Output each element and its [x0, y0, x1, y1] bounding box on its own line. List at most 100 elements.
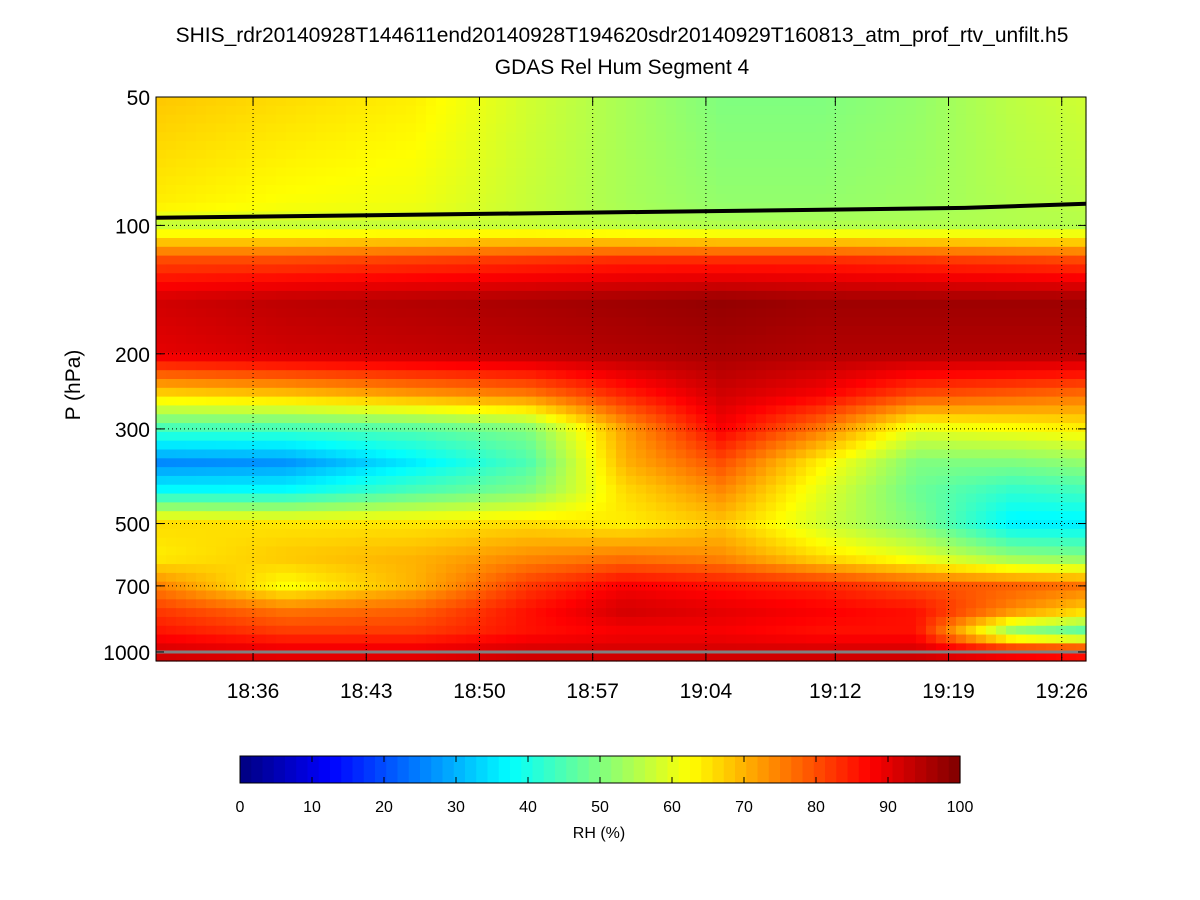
heatmap-cell	[596, 176, 607, 186]
heatmap-cell	[616, 246, 627, 257]
heatmap-cell	[516, 528, 527, 539]
heatmap-cell	[836, 608, 847, 618]
heatmap-cell	[516, 396, 527, 407]
heatmap-cell	[636, 581, 647, 592]
heatmap-cell	[716, 361, 727, 371]
heatmap-cell	[236, 387, 247, 398]
heatmap-cell	[226, 105, 237, 116]
heatmap-cell	[656, 158, 667, 169]
heatmap-cell	[336, 599, 347, 609]
heatmap-cell	[336, 634, 347, 644]
heatmap-cell	[186, 564, 197, 574]
heatmap-cell	[176, 528, 187, 539]
heatmap-cell	[276, 299, 287, 310]
heatmap-cell	[236, 114, 247, 125]
heatmap-cell	[166, 608, 177, 618]
heatmap-cell	[306, 396, 317, 407]
heatmap-cell	[866, 361, 877, 371]
heatmap-cell	[496, 352, 507, 362]
heatmap-cell	[896, 282, 907, 292]
heatmap-cell	[636, 246, 647, 257]
heatmap-cell	[776, 193, 787, 204]
heatmap-cell	[656, 361, 667, 371]
heatmap-cell	[656, 123, 667, 133]
heatmap-cell	[376, 273, 387, 283]
heatmap-cell	[596, 405, 607, 415]
heatmap-cell	[466, 458, 477, 468]
heatmap-cell	[836, 255, 847, 266]
heatmap-cell	[416, 502, 427, 512]
heatmap-cell	[636, 326, 647, 336]
heatmap-cell	[386, 458, 397, 468]
heatmap-cell	[916, 326, 927, 336]
heatmap-cell	[406, 546, 417, 556]
heatmap-cell	[236, 528, 247, 539]
heatmap-cell	[626, 396, 637, 407]
heatmap-cell	[376, 255, 387, 266]
heatmap-cell	[266, 511, 277, 521]
heatmap-cell	[796, 317, 807, 327]
heatmap-cell	[566, 440, 577, 451]
heatmap-cell	[326, 475, 337, 486]
heatmap-cell	[406, 449, 417, 459]
heatmap-cell	[586, 555, 597, 565]
heatmap-cell	[516, 405, 527, 415]
heatmap-cell	[896, 616, 907, 627]
heatmap-cell	[276, 652, 287, 662]
heatmap-cell	[776, 158, 787, 169]
heatmap-cell	[246, 158, 257, 169]
heatmap-cell	[376, 361, 387, 371]
heatmap-cell	[776, 484, 787, 495]
heatmap-cell	[176, 273, 187, 283]
heatmap-cell	[526, 581, 537, 592]
heatmap-cell	[216, 625, 227, 636]
heatmap-cell	[706, 334, 717, 345]
heatmap-cell	[236, 246, 247, 257]
heatmap-cell	[616, 317, 627, 327]
heatmap-cell	[296, 511, 307, 521]
heatmap-cell	[646, 387, 657, 398]
heatmap-cell	[696, 511, 707, 521]
heatmap-cell	[696, 599, 707, 609]
heatmap-cell	[756, 423, 767, 433]
heatmap-cell	[426, 361, 437, 371]
heatmap-cell	[306, 546, 317, 556]
heatmap-cell	[676, 290, 687, 301]
heatmap-cell	[796, 634, 807, 644]
heatmap-cell	[266, 317, 277, 327]
heatmap-cell	[396, 246, 407, 257]
heatmap-cell	[766, 590, 777, 600]
heatmap-cell	[446, 114, 457, 125]
heatmap-cell	[666, 149, 677, 160]
heatmap-cell	[666, 264, 677, 274]
heatmap-cell	[886, 149, 897, 160]
heatmap-cell	[486, 537, 497, 548]
heatmap-cell	[186, 616, 197, 627]
heatmap-cell	[396, 564, 407, 574]
heatmap-cell	[406, 370, 417, 380]
heatmap-cell	[886, 599, 897, 609]
heatmap-cell	[666, 176, 677, 186]
heatmap-cell	[706, 581, 717, 592]
heatmap-cell	[656, 220, 667, 230]
heatmap-cell	[166, 229, 177, 239]
heatmap-cell	[176, 97, 187, 107]
heatmap-cell	[236, 167, 247, 177]
heatmap-cell	[726, 238, 737, 248]
heatmap-cell	[606, 238, 617, 248]
heatmap-cell	[666, 220, 677, 230]
heatmap-cell	[776, 326, 787, 336]
heatmap-cell	[766, 387, 777, 398]
heatmap-cell	[516, 167, 527, 177]
heatmap-cell	[846, 308, 857, 318]
heatmap-cell	[506, 202, 517, 213]
heatmap-cell	[236, 158, 247, 169]
heatmap-cell	[566, 211, 577, 221]
heatmap-cell	[536, 123, 547, 133]
heatmap-cell	[546, 405, 557, 415]
heatmap-cell	[266, 458, 277, 468]
heatmap-cell	[826, 423, 837, 433]
heatmap-cell	[316, 264, 327, 274]
heatmap-cell	[736, 149, 747, 160]
heatmap-cell	[296, 326, 307, 336]
